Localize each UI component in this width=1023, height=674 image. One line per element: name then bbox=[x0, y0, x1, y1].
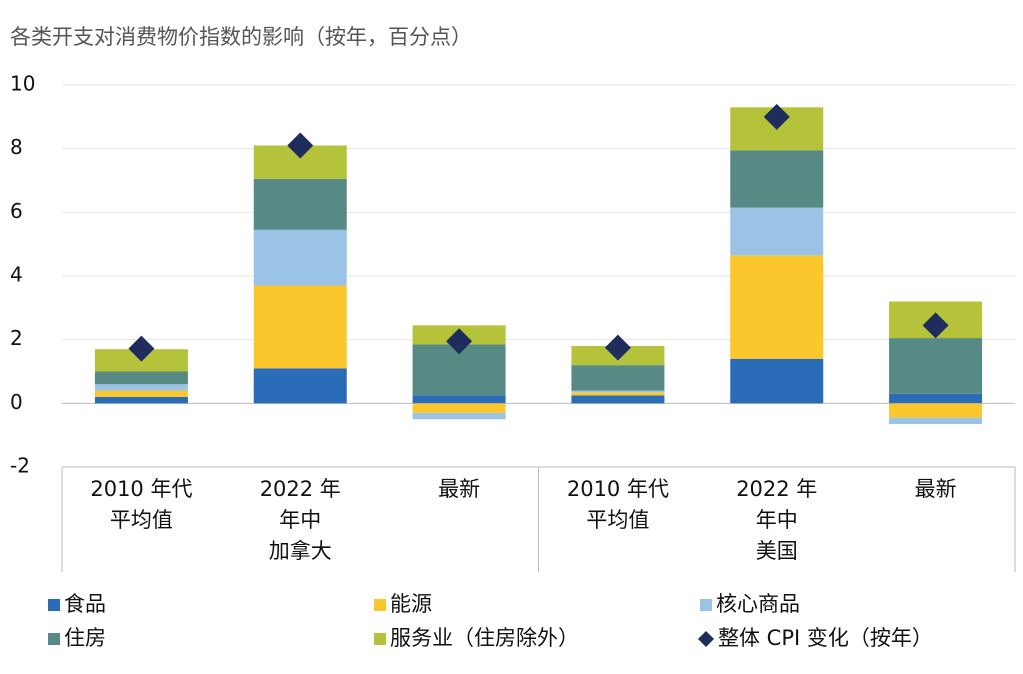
x-tick-label: 年中 bbox=[279, 508, 321, 532]
y-tick-label: -2 bbox=[10, 454, 30, 478]
chart-title: 各类开支对消费物价指数的影响（按年，百分点） bbox=[10, 25, 472, 49]
bar-segment bbox=[730, 207, 824, 256]
cpi-marker bbox=[446, 328, 473, 355]
bar-segment bbox=[412, 403, 506, 413]
cpi-marker bbox=[287, 132, 314, 159]
legend-label: 能源 bbox=[390, 592, 432, 616]
bar-segment bbox=[94, 390, 188, 397]
y-tick-label: 6 bbox=[10, 199, 23, 223]
cpi-marker bbox=[922, 312, 949, 339]
bar-segment bbox=[889, 403, 983, 418]
y-tick-label: 0 bbox=[10, 390, 23, 414]
legend-swatch bbox=[700, 599, 712, 611]
legend-label: 整体 CPI 变化（按年） bbox=[718, 626, 933, 650]
group-label: 加拿大 bbox=[269, 539, 332, 563]
bar-segment bbox=[730, 255, 824, 359]
y-tick-label: 2 bbox=[10, 326, 23, 350]
x-tick-label: 最新 bbox=[438, 477, 480, 501]
bar-segment bbox=[571, 365, 665, 391]
bar-segment bbox=[412, 395, 506, 404]
bar-segment bbox=[730, 358, 824, 404]
bar-segment bbox=[253, 178, 347, 230]
legend-label: 核心商品 bbox=[716, 592, 800, 616]
bar-segment bbox=[571, 392, 665, 396]
bar-segment bbox=[412, 412, 506, 420]
legend-swatch bbox=[374, 599, 386, 611]
x-tick-label: 年中 bbox=[756, 508, 798, 532]
cpi-marker bbox=[763, 103, 790, 130]
bar-segment bbox=[571, 395, 665, 404]
legend-swatch bbox=[48, 599, 60, 611]
cpi-marker bbox=[604, 334, 631, 361]
legend-swatch bbox=[374, 633, 386, 645]
legend-label: 食品 bbox=[64, 592, 106, 616]
legend-swatch bbox=[698, 631, 714, 647]
x-tick-label: 平均值 bbox=[110, 508, 173, 532]
y-tick-label: 10 bbox=[10, 72, 35, 96]
bar-segment bbox=[94, 384, 188, 391]
x-tick-label: 2010 年代 bbox=[90, 477, 192, 501]
bar-segment bbox=[94, 371, 188, 385]
bar-segment bbox=[889, 417, 983, 425]
legend-swatch bbox=[48, 633, 60, 645]
y-tick-label: 4 bbox=[10, 263, 23, 287]
x-tick-label: 2010 年代 bbox=[567, 477, 669, 501]
bar-segment bbox=[253, 229, 347, 286]
bar-segment bbox=[94, 396, 188, 404]
x-tick-label: 平均值 bbox=[586, 508, 649, 532]
y-tick-label: 8 bbox=[10, 135, 23, 159]
x-tick-label: 最新 bbox=[915, 477, 957, 501]
bar-segment bbox=[253, 285, 347, 369]
cpi-marker bbox=[128, 335, 155, 362]
legend-label: 住房 bbox=[64, 626, 106, 650]
bar-segment bbox=[889, 393, 983, 404]
bar-segment bbox=[571, 390, 665, 393]
group-label: 美国 bbox=[756, 539, 798, 563]
x-tick-label: 2022 年 bbox=[736, 477, 817, 501]
bar-segment bbox=[253, 368, 347, 404]
bar-segment bbox=[730, 150, 824, 208]
legend-label: 服务业（住房除外） bbox=[390, 626, 579, 650]
x-tick-label: 2022 年 bbox=[260, 477, 341, 501]
bar-segment bbox=[889, 338, 983, 394]
